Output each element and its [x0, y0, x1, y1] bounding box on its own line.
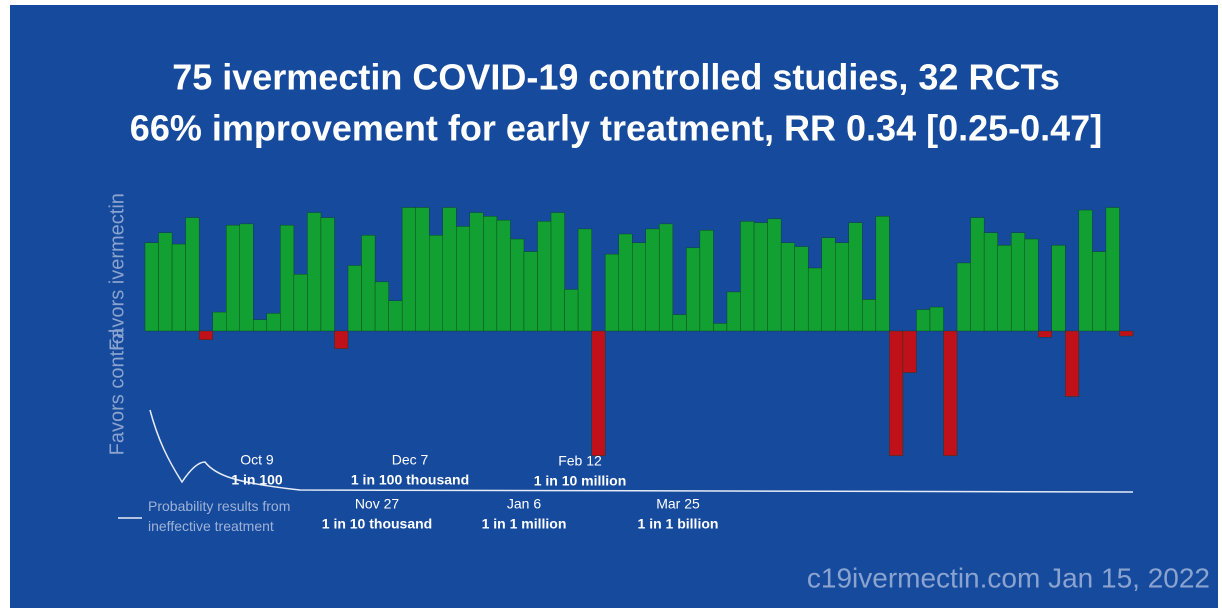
annotation-date: Nov 27	[355, 496, 400, 512]
bar	[1052, 245, 1066, 331]
bar	[1011, 233, 1025, 331]
footer: c19ivermectin.com Jan 15, 2022	[807, 562, 1210, 593]
bar	[619, 234, 633, 331]
bar	[957, 263, 971, 331]
bar	[240, 224, 254, 331]
bar	[1079, 210, 1093, 331]
bar	[145, 243, 159, 331]
bar	[267, 313, 281, 331]
bar	[646, 229, 660, 331]
bar	[334, 331, 348, 349]
bar	[686, 248, 700, 331]
annotation-date: Feb 12	[558, 453, 602, 469]
annotation-label: 1 in 1 million	[482, 516, 567, 532]
bar	[551, 213, 565, 331]
bar	[916, 310, 930, 331]
bar	[781, 243, 795, 331]
bar	[253, 320, 267, 331]
y-label-top: Favors ivermectin	[106, 193, 128, 351]
bar	[673, 315, 687, 331]
bar	[795, 247, 809, 331]
bar	[1119, 331, 1133, 336]
bar	[876, 216, 890, 331]
legend-box: Probability results from ineffective tre…	[148, 496, 318, 542]
bar	[578, 229, 592, 331]
bar	[470, 213, 484, 331]
annotation-label: 1 in 10 million	[534, 473, 627, 489]
chart: 75 ivermectin COVID-19 controlled studie…	[0, 0, 1222, 611]
bar	[1038, 331, 1052, 337]
bar	[903, 331, 917, 373]
bar	[849, 223, 863, 331]
bar	[592, 331, 606, 456]
bar	[713, 323, 727, 331]
bar	[226, 225, 240, 331]
bar	[741, 221, 755, 331]
bar	[362, 235, 376, 331]
bar	[429, 235, 443, 331]
annotation-label: 1 in 10 thousand	[322, 516, 432, 532]
bar	[835, 243, 849, 331]
bar	[186, 218, 200, 331]
bar	[768, 219, 782, 331]
bar	[280, 225, 294, 331]
bar	[889, 331, 903, 456]
bar	[524, 252, 538, 331]
bar	[199, 331, 213, 340]
bar	[1092, 252, 1106, 331]
bar	[389, 301, 403, 331]
bar	[700, 230, 714, 331]
bar	[213, 312, 227, 331]
bar	[1065, 331, 1079, 397]
bar	[537, 221, 551, 331]
bar	[1025, 239, 1039, 331]
annotation-date: Jan 6	[507, 496, 541, 512]
bar	[294, 274, 308, 331]
bar	[565, 289, 579, 331]
bar	[632, 243, 646, 331]
bar	[659, 224, 673, 331]
bar	[307, 213, 321, 331]
bar	[1106, 208, 1120, 331]
annotation-date: Dec 7	[392, 452, 429, 468]
bar	[754, 223, 768, 331]
bar	[510, 239, 524, 331]
bar	[321, 218, 335, 331]
annotation-label: 1 in 100 thousand	[351, 472, 469, 488]
bar	[998, 245, 1012, 331]
legend-text: Probability results from ineffective tre…	[148, 496, 318, 536]
bar	[727, 292, 741, 331]
annotation-label: 1 in 100	[231, 472, 283, 488]
annotation-label: 1 in 1 billion	[638, 516, 719, 532]
bar	[348, 265, 362, 331]
bar	[605, 254, 619, 331]
bar	[808, 268, 822, 331]
bar	[443, 208, 457, 331]
bar	[416, 208, 430, 331]
bar	[971, 218, 985, 331]
chart-subtitle: 66% improvement for early treatment, RR …	[130, 108, 1102, 149]
annotation-date: Mar 25	[656, 496, 700, 512]
annotation-date: Oct 9	[240, 452, 274, 468]
bar	[984, 233, 998, 331]
bar	[483, 216, 497, 331]
chart-title: 75 ivermectin COVID-19 controlled studie…	[172, 57, 1060, 98]
bar	[497, 220, 511, 331]
bar	[944, 331, 958, 456]
bar	[822, 238, 836, 331]
bar	[456, 226, 470, 331]
bar	[930, 307, 944, 331]
bar	[172, 244, 186, 331]
bar	[159, 233, 173, 331]
bar	[375, 282, 389, 331]
y-label-bottom: Favors control	[106, 329, 128, 456]
bar	[862, 300, 876, 332]
bar	[402, 208, 416, 331]
